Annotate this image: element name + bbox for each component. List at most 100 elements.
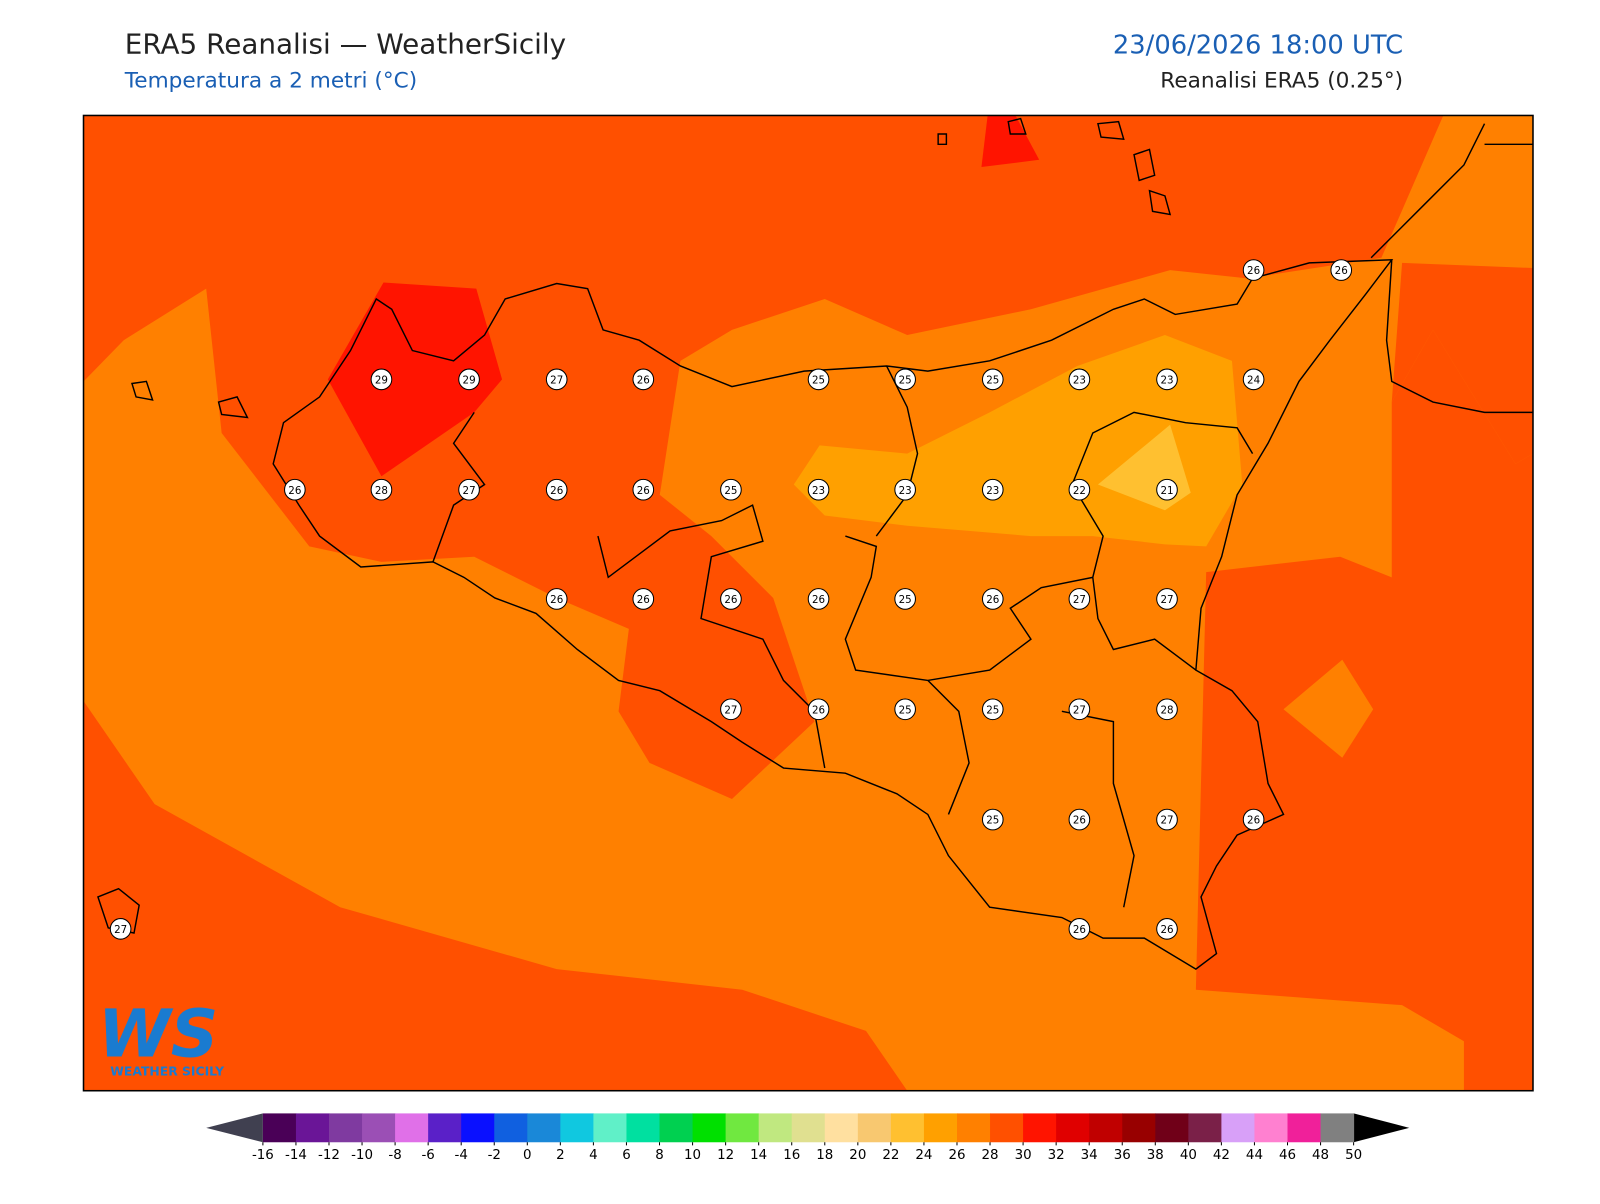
station-marker — [1156, 698, 1178, 721]
colorbar-box — [791, 1113, 826, 1143]
field-28 — [1391, 262, 1533, 464]
colorbar-box — [659, 1113, 694, 1143]
colorbar-box — [1122, 1113, 1156, 1143]
station-value: 23 — [1160, 375, 1173, 387]
colorbar-box — [1221, 1113, 1255, 1143]
colorbar-box — [494, 1113, 528, 1143]
date: 23/06/2026 18:00 UTC — [1113, 31, 1403, 61]
station-value: 21 — [1160, 485, 1173, 497]
colorbar-label: 4 — [589, 1148, 598, 1163]
coastline — [97, 117, 1533, 970]
colorbar-box — [395, 1113, 429, 1143]
station-value: 26 — [812, 704, 825, 716]
colorbar-label: 8 — [655, 1148, 664, 1163]
station-marker — [981, 588, 1004, 610]
colorbar-label: 2 — [556, 1148, 565, 1163]
station-marker — [720, 588, 742, 610]
station-marker — [981, 368, 1004, 391]
colorbar-label: -12 — [318, 1148, 340, 1163]
colorbar-box — [1287, 1113, 1322, 1143]
station-value: 26 — [1160, 924, 1173, 936]
colorbar-label: 38 — [1147, 1148, 1164, 1163]
station-marker — [1242, 808, 1265, 831]
station-value: 25 — [724, 485, 737, 497]
station-value: 26 — [1073, 815, 1086, 827]
colorbar-box — [1089, 1113, 1123, 1143]
logo-mark: WS — [98, 996, 218, 1073]
station-marker — [1068, 808, 1091, 831]
colorbar-label: -8 — [388, 1148, 401, 1163]
station-value: 29 — [375, 375, 388, 387]
station-marker — [807, 478, 830, 501]
station-value: 24 — [1247, 375, 1260, 387]
colorbar-box — [626, 1113, 661, 1143]
station-value: 26 — [1335, 265, 1348, 277]
station-marker — [1068, 588, 1091, 610]
station-marker — [545, 478, 568, 501]
station-marker — [981, 808, 1004, 831]
station-value: 27 — [1160, 594, 1173, 606]
colorbar-label: 44 — [1246, 1148, 1263, 1163]
colorbar-label: -2 — [488, 1148, 501, 1163]
colorbar-label: 28 — [982, 1148, 999, 1163]
station-marker — [1242, 259, 1265, 281]
station-value: 23 — [812, 485, 825, 497]
map-frame — [82, 114, 1534, 1092]
colorbar-box — [1056, 1113, 1090, 1143]
source: Reanalisi ERA5 (0.25°) — [1160, 69, 1403, 94]
station-marker — [109, 918, 132, 940]
station-marker — [1156, 478, 1178, 501]
colorbar-box — [428, 1113, 462, 1143]
station-value: 26 — [1073, 924, 1086, 936]
station-marker — [981, 698, 1004, 721]
colorbar-label: 0 — [523, 1148, 532, 1163]
station-value: 26 — [550, 485, 563, 497]
station-value: 26 — [637, 485, 650, 497]
colorbar-label: -10 — [351, 1148, 373, 1163]
subtitle: Temperatura a 2 metri (°C) — [124, 69, 417, 94]
colorbar-label: 16 — [783, 1148, 800, 1163]
field-26 — [1283, 659, 1374, 758]
station-marker — [1156, 808, 1178, 831]
station-value: 27 — [550, 375, 563, 387]
logo-name: WEATHER SICILY — [110, 1064, 225, 1078]
colorbar-label: -16 — [252, 1148, 274, 1163]
station-marker — [1068, 478, 1091, 501]
station-value: 26 — [637, 375, 650, 387]
sicily-coast — [272, 259, 1394, 970]
station-marker — [458, 368, 480, 391]
station-value: 26 — [724, 594, 737, 606]
colorbar-box — [990, 1113, 1024, 1143]
station-value: 29 — [463, 375, 476, 387]
station-value: 27 — [114, 924, 127, 936]
colorbar-box — [1254, 1113, 1289, 1143]
station-marker — [632, 588, 655, 610]
colorbar-label: -4 — [455, 1148, 468, 1163]
colorbar-label: 14 — [750, 1148, 767, 1163]
colorbar-box — [758, 1113, 793, 1143]
station-marker — [807, 368, 830, 391]
station-value: 27 — [1073, 704, 1086, 716]
station-marker — [284, 478, 306, 501]
colorbar-label: 26 — [948, 1148, 965, 1163]
colorbar-box — [1023, 1113, 1057, 1143]
colorbar-box — [593, 1113, 627, 1143]
station-value: 25 — [899, 594, 912, 606]
islands — [97, 117, 1172, 934]
colorbar-box — [824, 1113, 859, 1143]
colorbar-label: -14 — [285, 1148, 307, 1163]
station-value: 23 — [986, 485, 999, 497]
colorbar-box — [461, 1113, 495, 1143]
colorbar-over — [1353, 1113, 1410, 1143]
temperature-field — [83, 115, 1533, 1091]
colorbar-label: 40 — [1180, 1148, 1197, 1163]
colorbar-label: 36 — [1114, 1148, 1131, 1163]
station-marker — [894, 698, 916, 721]
colorbar-box — [295, 1113, 330, 1143]
station-value: 27 — [1160, 815, 1173, 827]
colorbar-label: 32 — [1048, 1148, 1065, 1163]
station-value: 26 — [986, 594, 999, 606]
station-value: 25 — [986, 815, 999, 827]
colorbar-label: 50 — [1345, 1148, 1362, 1163]
station-marker — [720, 698, 742, 721]
